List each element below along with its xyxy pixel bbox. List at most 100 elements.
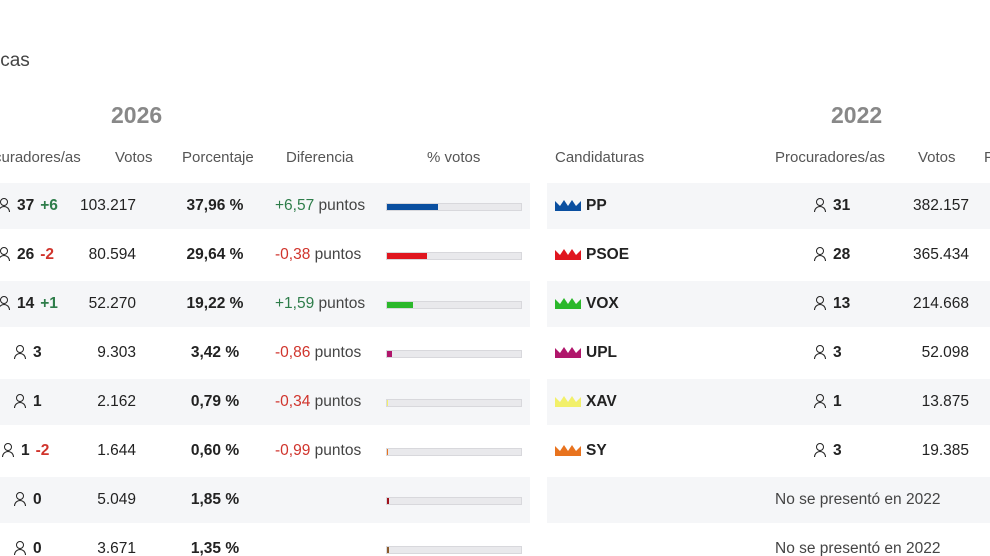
votes-cell: 9.303 [0, 330, 136, 376]
votes-cell: 3.671 [0, 526, 136, 556]
party-crown-icon [555, 200, 581, 211]
prev-seats-cell: 31 [814, 183, 850, 229]
party-name: PP [586, 197, 607, 214]
seats-cell: 26 -2 [0, 232, 54, 278]
prev-votes-value: 13.875 [921, 393, 969, 410]
seat-change: +6 [40, 197, 58, 214]
difference-cell: +6,57 puntos [275, 183, 365, 229]
percentage-value: 0,79 % [190, 393, 240, 410]
party-crown-icon [555, 347, 581, 358]
prev-votes-value: 382.157 [912, 197, 969, 214]
person-icon [814, 345, 826, 359]
person-icon [0, 247, 10, 261]
vote-share-bar-fill [387, 400, 389, 406]
seats-cell: 0 [14, 477, 42, 523]
difference-value: -0,34 [275, 393, 311, 410]
percentage-value: 37,96 % [186, 197, 244, 214]
seats-value: 37 [17, 197, 35, 214]
person-icon [2, 443, 14, 457]
party-cell: SY [555, 428, 607, 474]
prev-votes-value: 19.385 [921, 442, 969, 459]
prev-seats-value: 3 [833, 344, 842, 361]
seats-cell: 14 +1 [0, 281, 58, 327]
percentage-value: 1,85 % [190, 491, 240, 508]
prev-seats-cell: 13 [814, 281, 850, 327]
party-cell: PP [555, 183, 607, 229]
seats-cell: 1 -2 [2, 428, 49, 474]
votes-cell: 2.162 [0, 379, 136, 425]
col-header-prev-seats: Procuradores/as [775, 149, 886, 166]
absent-note: No se presentó en 2022 [775, 491, 941, 508]
vote-share-bar-fill [387, 302, 413, 308]
vote-share-bar-fill [387, 351, 392, 357]
votes-value: 2.162 [97, 393, 136, 410]
difference-value: +1,59 [275, 295, 315, 312]
difference-unit: puntos [314, 393, 362, 410]
absent-note: No se presentó en 2022 [775, 540, 941, 556]
party-crown-icon [555, 445, 581, 456]
seats-cell: 3 [14, 330, 42, 376]
prev-seats-cell: 3 [814, 330, 842, 376]
party-name: PSOE [586, 246, 630, 263]
difference-value: -0,86 [275, 344, 311, 361]
percentage-cell: 29,64 % [180, 232, 250, 278]
person-icon [14, 492, 26, 506]
table-row: 0 3.671 1,35 % No se presentó en 2022 [0, 526, 990, 556]
prev-votes-value: 214.668 [912, 295, 969, 312]
votes-cell: 80.594 [0, 232, 136, 278]
difference-unit: puntos [318, 197, 366, 214]
person-icon [0, 198, 10, 212]
person-icon [814, 296, 826, 310]
difference-cell: -0,86 puntos [275, 330, 361, 376]
party-cell: PSOE [555, 232, 629, 278]
party-name: XAV [586, 393, 617, 410]
votes-value: 3.671 [97, 540, 136, 556]
party-crown-icon [555, 249, 581, 260]
difference-unit: puntos [318, 295, 366, 312]
prev-seats-cell: 1 [814, 379, 842, 425]
prev-seats-cell: 3 [814, 428, 842, 474]
col-header-percentage: Porcentaje [182, 149, 254, 166]
difference-unit: puntos [314, 344, 362, 361]
year-previous-heading: 2022 [831, 102, 883, 128]
col-header-prev-percentage: P [984, 149, 990, 166]
table-row: 0 5.049 1,85 % No se presentó en 2022 [0, 477, 990, 523]
table-row: 37 +6 103.217 37,96 % +6,57 puntos PP 31 382.15… [0, 183, 990, 229]
person-icon [814, 394, 826, 408]
table-row: 1 -2 1.644 0,60 % -0,99 puntos SY 3 19.385 [0, 428, 990, 474]
col-header-difference: Diferencia [286, 149, 354, 166]
difference-cell: -0,99 puntos [275, 428, 361, 474]
vote-share-bar-fill [387, 547, 389, 553]
vote-share-bar [386, 448, 522, 456]
prev-seats-value: 28 [833, 246, 851, 263]
party-cell: XAV [555, 379, 617, 425]
percentage-cell: 1,35 % [180, 526, 250, 556]
section-title: icas [0, 50, 30, 71]
vote-share-bar [386, 399, 522, 407]
seats-cell: 0 [14, 526, 42, 556]
table-row: 1 2.162 0,79 % -0,34 puntos XAV 1 13.875 [0, 379, 990, 425]
person-icon [14, 394, 26, 408]
percentage-value: 0,60 % [190, 442, 240, 459]
seats-value: 14 [17, 295, 35, 312]
seats-cell: 37 +6 [0, 183, 58, 229]
votes-cell: 5.049 [0, 477, 136, 523]
seats-value: 1 [21, 442, 30, 459]
difference-cell: +1,59 puntos [275, 281, 365, 327]
person-icon [14, 345, 26, 359]
votes-value: 1.644 [97, 442, 136, 459]
seats-value: 3 [33, 344, 42, 361]
seat-change: +1 [40, 295, 58, 312]
percentage-cell: 37,96 % [180, 183, 250, 229]
seats-cell: 1 [14, 379, 42, 425]
vote-share-bar-fill [387, 498, 390, 504]
table-row: 14 +1 52.270 19,22 % +1,59 puntos VOX 13 214.66… [0, 281, 990, 327]
difference-value: +6,57 [275, 197, 315, 214]
votes-value: 5.049 [97, 491, 136, 508]
difference-value: -0,99 [275, 442, 311, 459]
seat-change: -2 [40, 246, 55, 263]
prev-votes-value: 365.434 [912, 246, 969, 263]
percentage-cell: 0,79 % [180, 379, 250, 425]
prev-votes-cell: 52.098 [900, 330, 969, 376]
seats-value: 0 [33, 491, 42, 508]
